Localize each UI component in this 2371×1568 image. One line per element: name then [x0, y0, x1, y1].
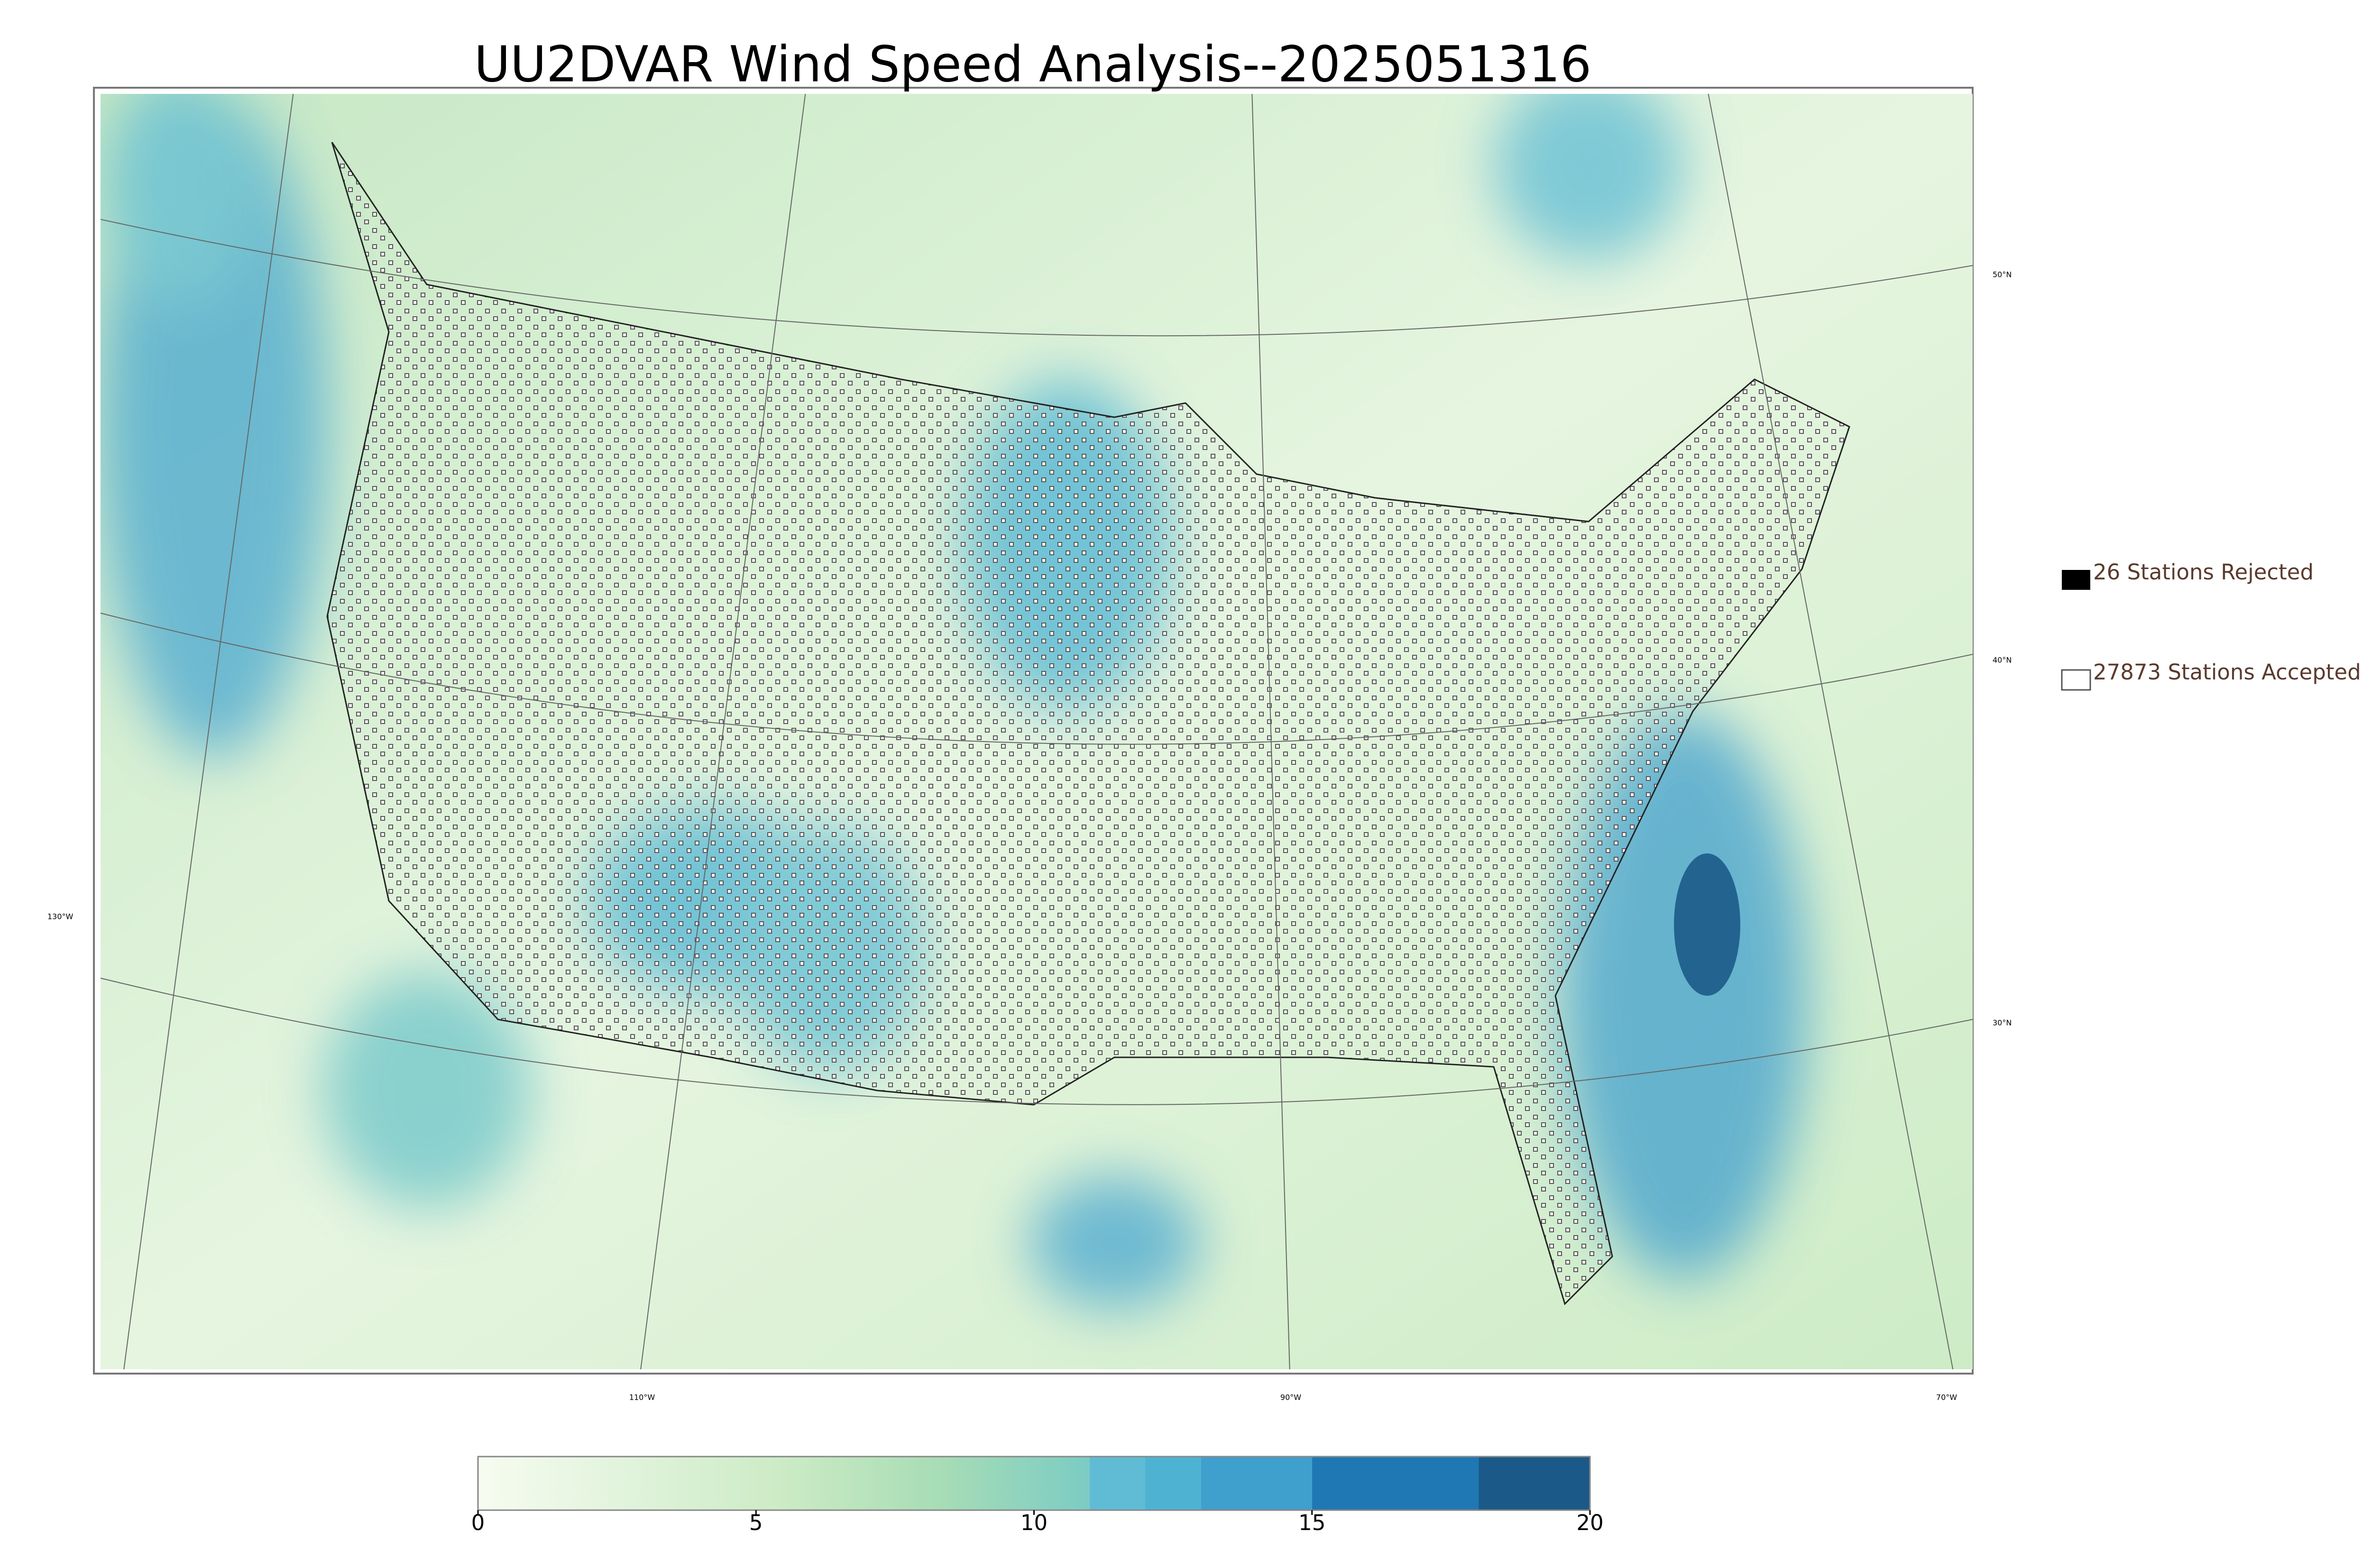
legend-accepted-symbol — [2061, 669, 2091, 691]
colorbar-band — [1479, 1457, 1590, 1510]
colorbar-band — [1145, 1457, 1201, 1510]
graticule — [101, 94, 1973, 1369]
lat-label: 50°N — [1993, 270, 2012, 279]
colorbar-gradient-band — [478, 1457, 1090, 1510]
legend-rejected: 26 Stations Rejected — [2093, 559, 2314, 585]
colorbar-tick-label: 0 — [471, 1510, 485, 1535]
colorbar-band — [1201, 1457, 1312, 1510]
lon-label: 130°W — [47, 912, 74, 921]
colorbar: 0 5 10 15 20 — [471, 1456, 1604, 1535]
lon-label: 90°W — [1280, 1393, 1301, 1402]
colorbar-band — [1089, 1457, 1145, 1510]
colorbar-band — [1312, 1457, 1479, 1510]
lat-label: 40°N — [1993, 656, 2012, 665]
graticule-labels: 50°N 40°N 30°N 130°W 110°W 90°W 70°W — [47, 270, 2012, 1402]
max-wind-core — [1674, 853, 1740, 996]
colorbar-tick-label: 10 — [1020, 1510, 1048, 1535]
colorbar-tick-label: 5 — [749, 1510, 763, 1535]
legend-accepted: 27873 Stations Accepted — [2093, 660, 2361, 685]
lon-label: 110°W — [629, 1393, 655, 1402]
map — [101, 94, 1973, 1369]
colorbar-tick-label: 15 — [1298, 1510, 1325, 1535]
legend-rejected-symbol — [2062, 570, 2090, 590]
conus-stations — [326, 142, 1850, 1305]
lon-label: 70°W — [1936, 1393, 1957, 1402]
colorbar-tick-label: 20 — [1576, 1510, 1603, 1535]
map-title: UU2DVAR Wind Speed Analysis--2025051316 — [474, 35, 1591, 93]
lat-label: 30°N — [1993, 1018, 2012, 1027]
